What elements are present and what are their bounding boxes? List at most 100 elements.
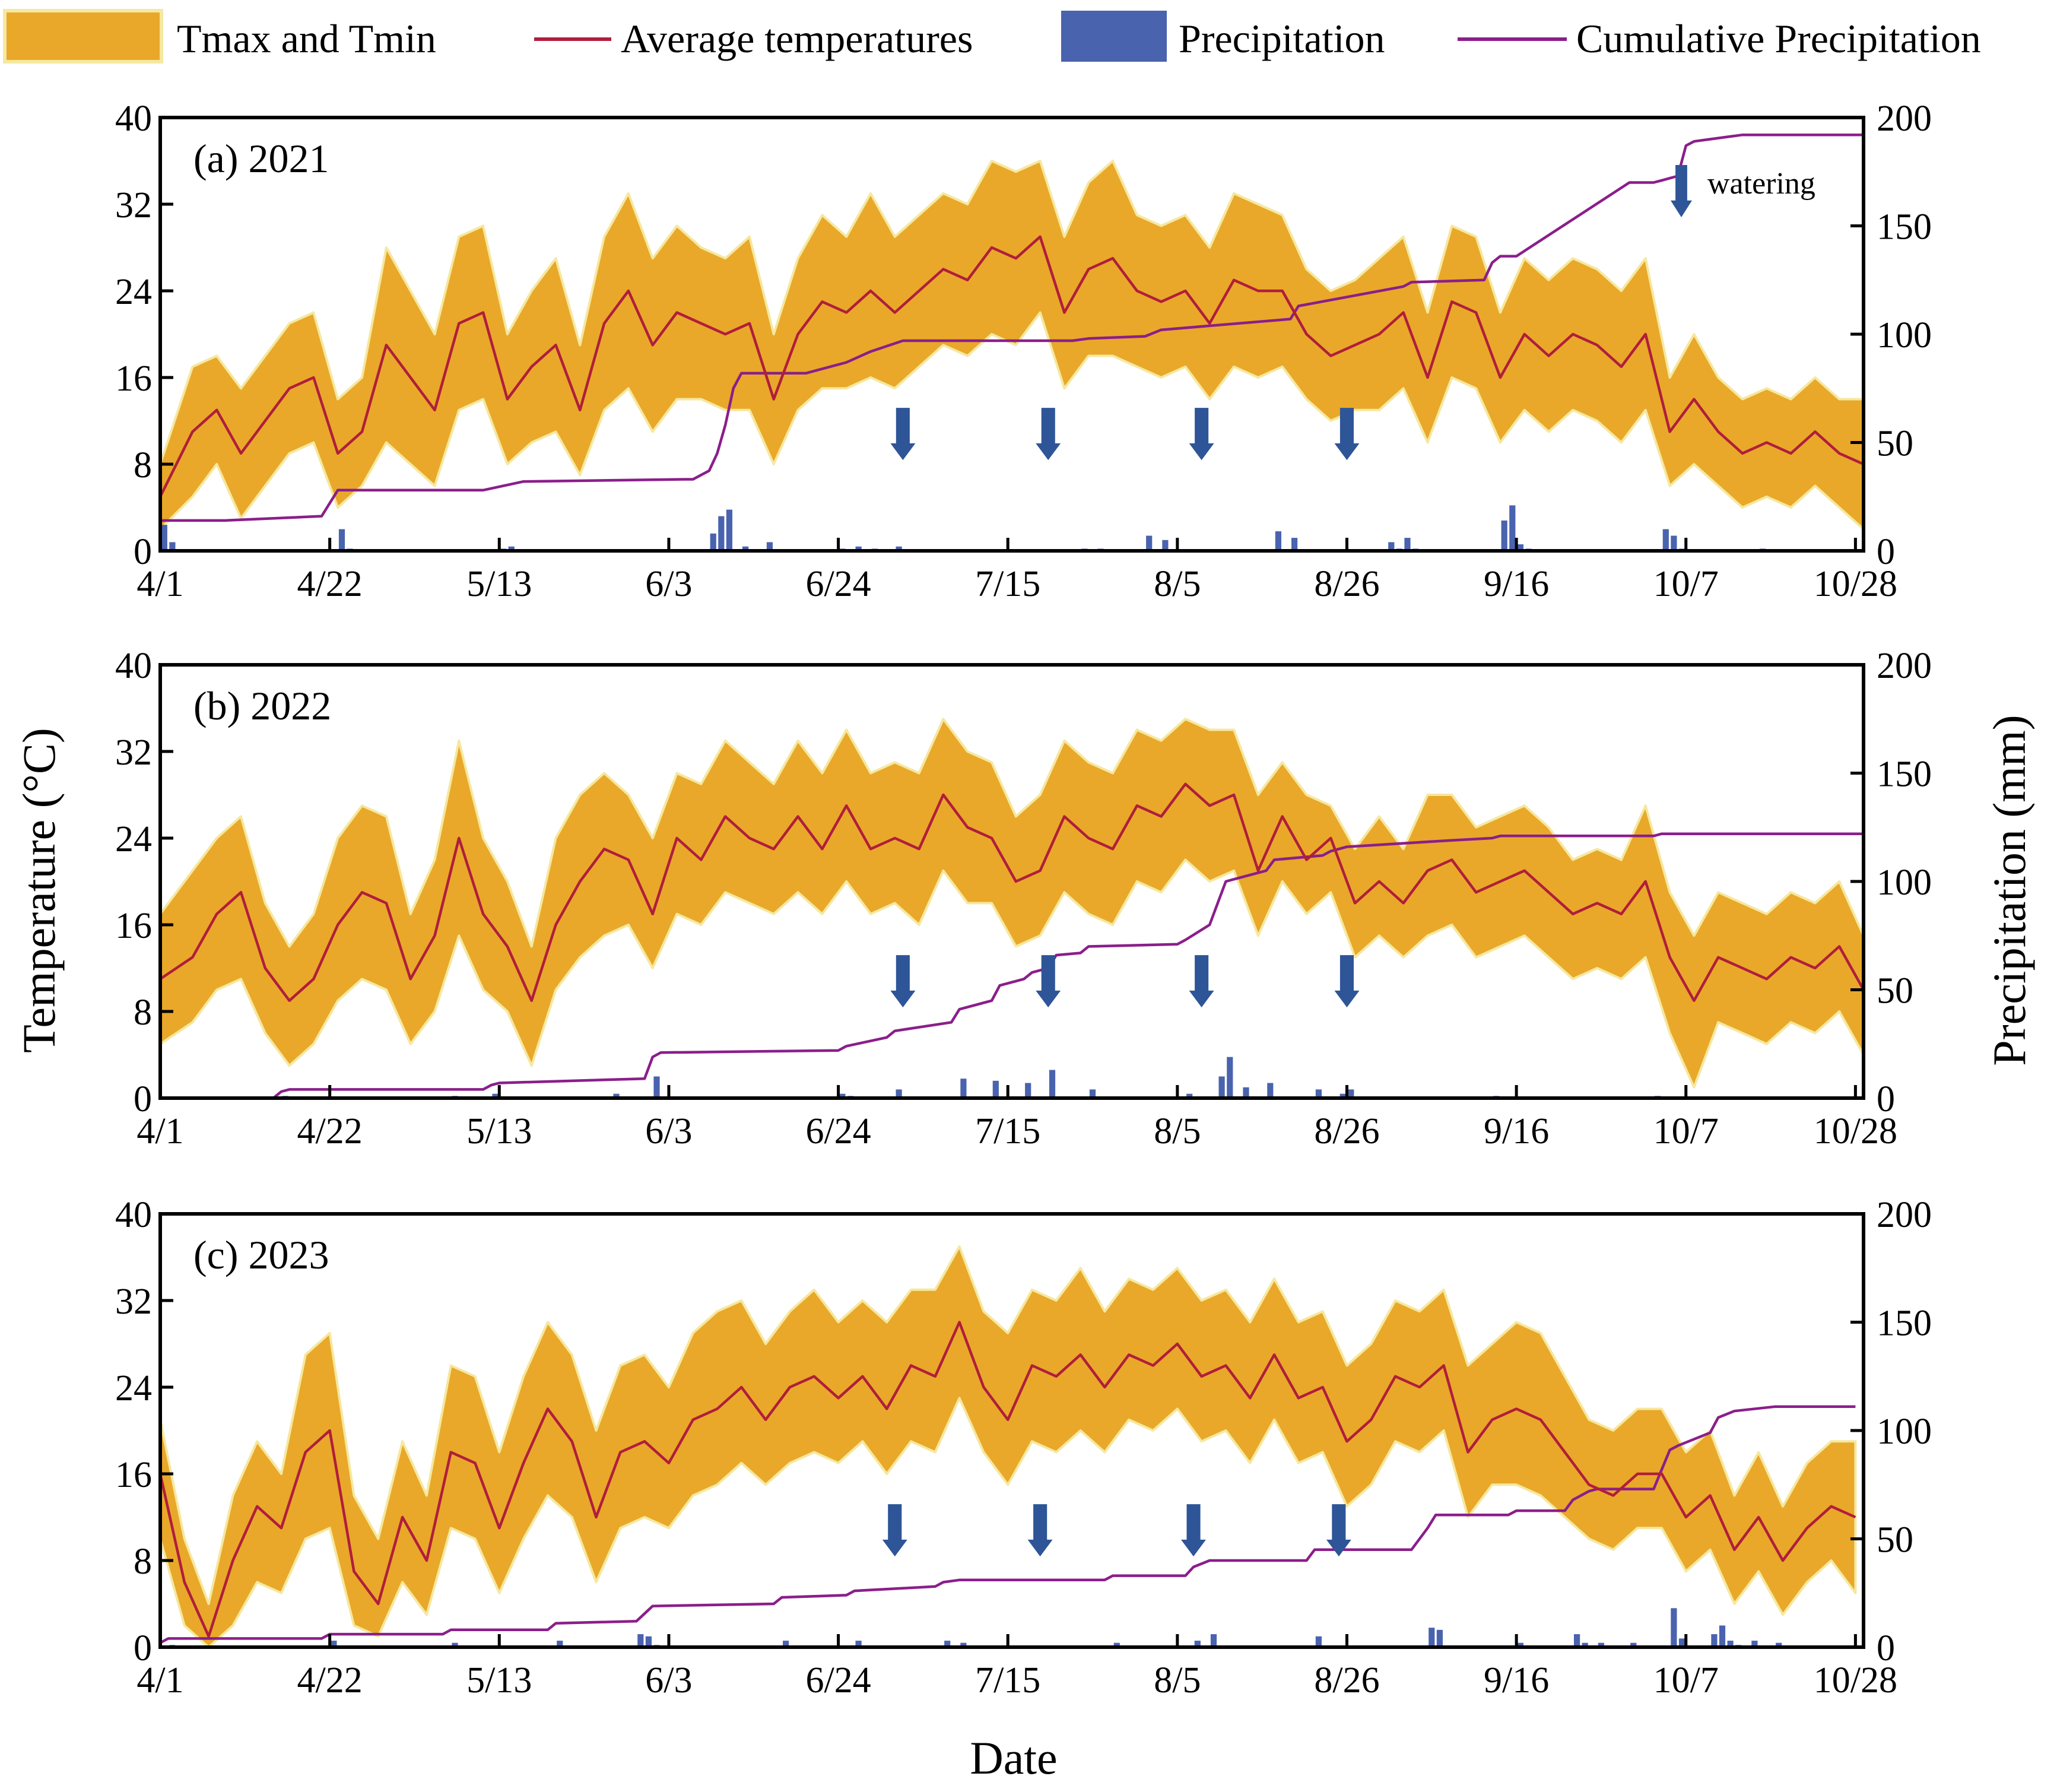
y-left-tick-label: 0 [134,1079,152,1119]
precip-bar [896,1089,902,1098]
x-tick-label: 8/26 [1314,1111,1379,1152]
y-right-tick-label: 0 [1877,532,1895,572]
precip-bar [653,1076,660,1098]
y-right-tick-label: 50 [1877,424,1913,464]
precip-bar [1210,1634,1217,1647]
precip-bar [169,542,176,551]
y-left-tick-label: 32 [115,732,152,773]
x-tick-label: 10/28 [1814,1660,1897,1701]
x-tick-label: 10/28 [1814,564,1897,604]
precip-bar [766,542,773,551]
precip-bar [1678,1638,1685,1647]
x-tick-label: 8/5 [1154,1111,1201,1152]
legend-precip-label: Precipitation [1179,16,1385,61]
watering-arrow [1036,955,1061,1008]
watering-arrow [1036,408,1061,461]
precip-bar [1517,1642,1523,1647]
y-right-tick-label: 150 [1877,207,1932,248]
y-right-tick-label: 100 [1877,862,1932,903]
precip-bar [508,546,515,551]
precip-bar [718,516,725,551]
y-left-tick-label: 32 [115,185,152,226]
precip-bar [1162,540,1169,551]
precip-bar [1186,1093,1193,1098]
precip-bar [338,529,345,551]
precip-bar [1113,1642,1120,1647]
y-left-tick-label: 24 [115,819,152,859]
y-left-tick-label: 0 [134,532,152,572]
temp-range-band [160,718,1864,1089]
plot-area [160,133,1864,551]
precip-bar [992,1080,999,1098]
precip-bar [1582,1642,1588,1647]
precip-bar [1194,1641,1201,1647]
y-left-tick-label: 32 [115,1282,152,1322]
watering-legend-label: watering [1707,167,1815,201]
precip-bar [896,546,902,551]
plot-area [160,718,1864,1098]
y-right-tick-label: 200 [1877,99,1932,139]
avg-temp-line [160,782,1864,1003]
x-tick-label: 8/26 [1314,1660,1379,1701]
precip-bar [1315,1636,1322,1647]
precip-bar [1089,1089,1096,1098]
precip-bar [1291,538,1298,551]
y-right-axis-title: Precipitation (mm) [1983,715,2035,1065]
x-tick-label: 10/7 [1653,1660,1719,1701]
precip-bar [1339,1093,1346,1098]
x-tick-label: 5/13 [466,564,532,604]
precip-bar [1751,1641,1758,1647]
watering-arrow [890,955,916,1008]
x-tick-label: 5/13 [466,1111,532,1152]
panel-label: (a) 2021 [193,136,329,181]
y-left-tick-label: 40 [115,1195,152,1235]
y-right-tick-label: 100 [1877,1412,1932,1452]
precip-bar [960,1642,967,1647]
y-left-tick-label: 40 [115,646,152,686]
legend-avg-label: Average temperatures [621,16,973,61]
precip-bar [1348,1089,1354,1098]
x-tick-label: 6/3 [645,1111,692,1152]
x-tick-label: 10/7 [1653,564,1719,604]
precip-bar [557,1641,563,1647]
x-tick-label: 10/28 [1814,1111,1897,1152]
x-tick-label: 9/16 [1484,1111,1549,1152]
y-left-tick-label: 24 [115,1368,152,1409]
legend-band-label: Tmax and Tmin [177,16,436,61]
watering-arrow [1027,1504,1053,1557]
y-right-tick-label: 150 [1877,754,1932,795]
x-tick-label: 4/22 [297,1660,363,1701]
precip-bar [960,1079,967,1098]
y-left-tick-label: 40 [115,99,152,139]
x-tick-label: 8/26 [1314,564,1379,604]
precip-bar [1509,505,1516,551]
y-left-tick-label: 16 [115,906,152,946]
x-tick-label: 6/24 [805,1660,871,1701]
legend-band-swatch [3,9,163,64]
precip-bar [1218,1076,1225,1098]
watering-legend-arrow [1671,165,1692,217]
watering-arrow [1189,955,1214,1008]
x-tick-label: 6/24 [805,564,871,604]
precip-bar [710,533,716,551]
x-tick-label: 9/16 [1484,564,1549,604]
precip-bar [1275,531,1281,551]
x-axis-title: Date [970,1732,1057,1784]
y-right-tick-label: 100 [1877,315,1932,356]
x-tick-label: 10/7 [1653,1111,1719,1152]
legend: Tmax and Tmin Average temperatures Preci… [3,9,1981,64]
precip-bar [1501,520,1507,551]
precip-bar [1598,1642,1604,1647]
x-tick-label: 8/5 [1154,1660,1201,1701]
panel-2023: 0 8 16 24 32 40 0 50 100 150 200 4/1 4/22 5/13 6/3 6/24… [115,1195,1932,1701]
precip-bar [1315,1089,1322,1098]
x-tick-label: 6/24 [805,1111,871,1152]
precip-bar [726,509,732,551]
x-tick-label: 4/22 [297,1111,363,1152]
y-left-tick-label: 8 [134,992,152,1033]
x-tick-label: 6/3 [645,1660,692,1701]
precip-bar [742,546,749,551]
precip-bar [331,1641,337,1647]
y-left-tick-label: 8 [134,1542,152,1582]
precip-bar [944,1641,951,1647]
